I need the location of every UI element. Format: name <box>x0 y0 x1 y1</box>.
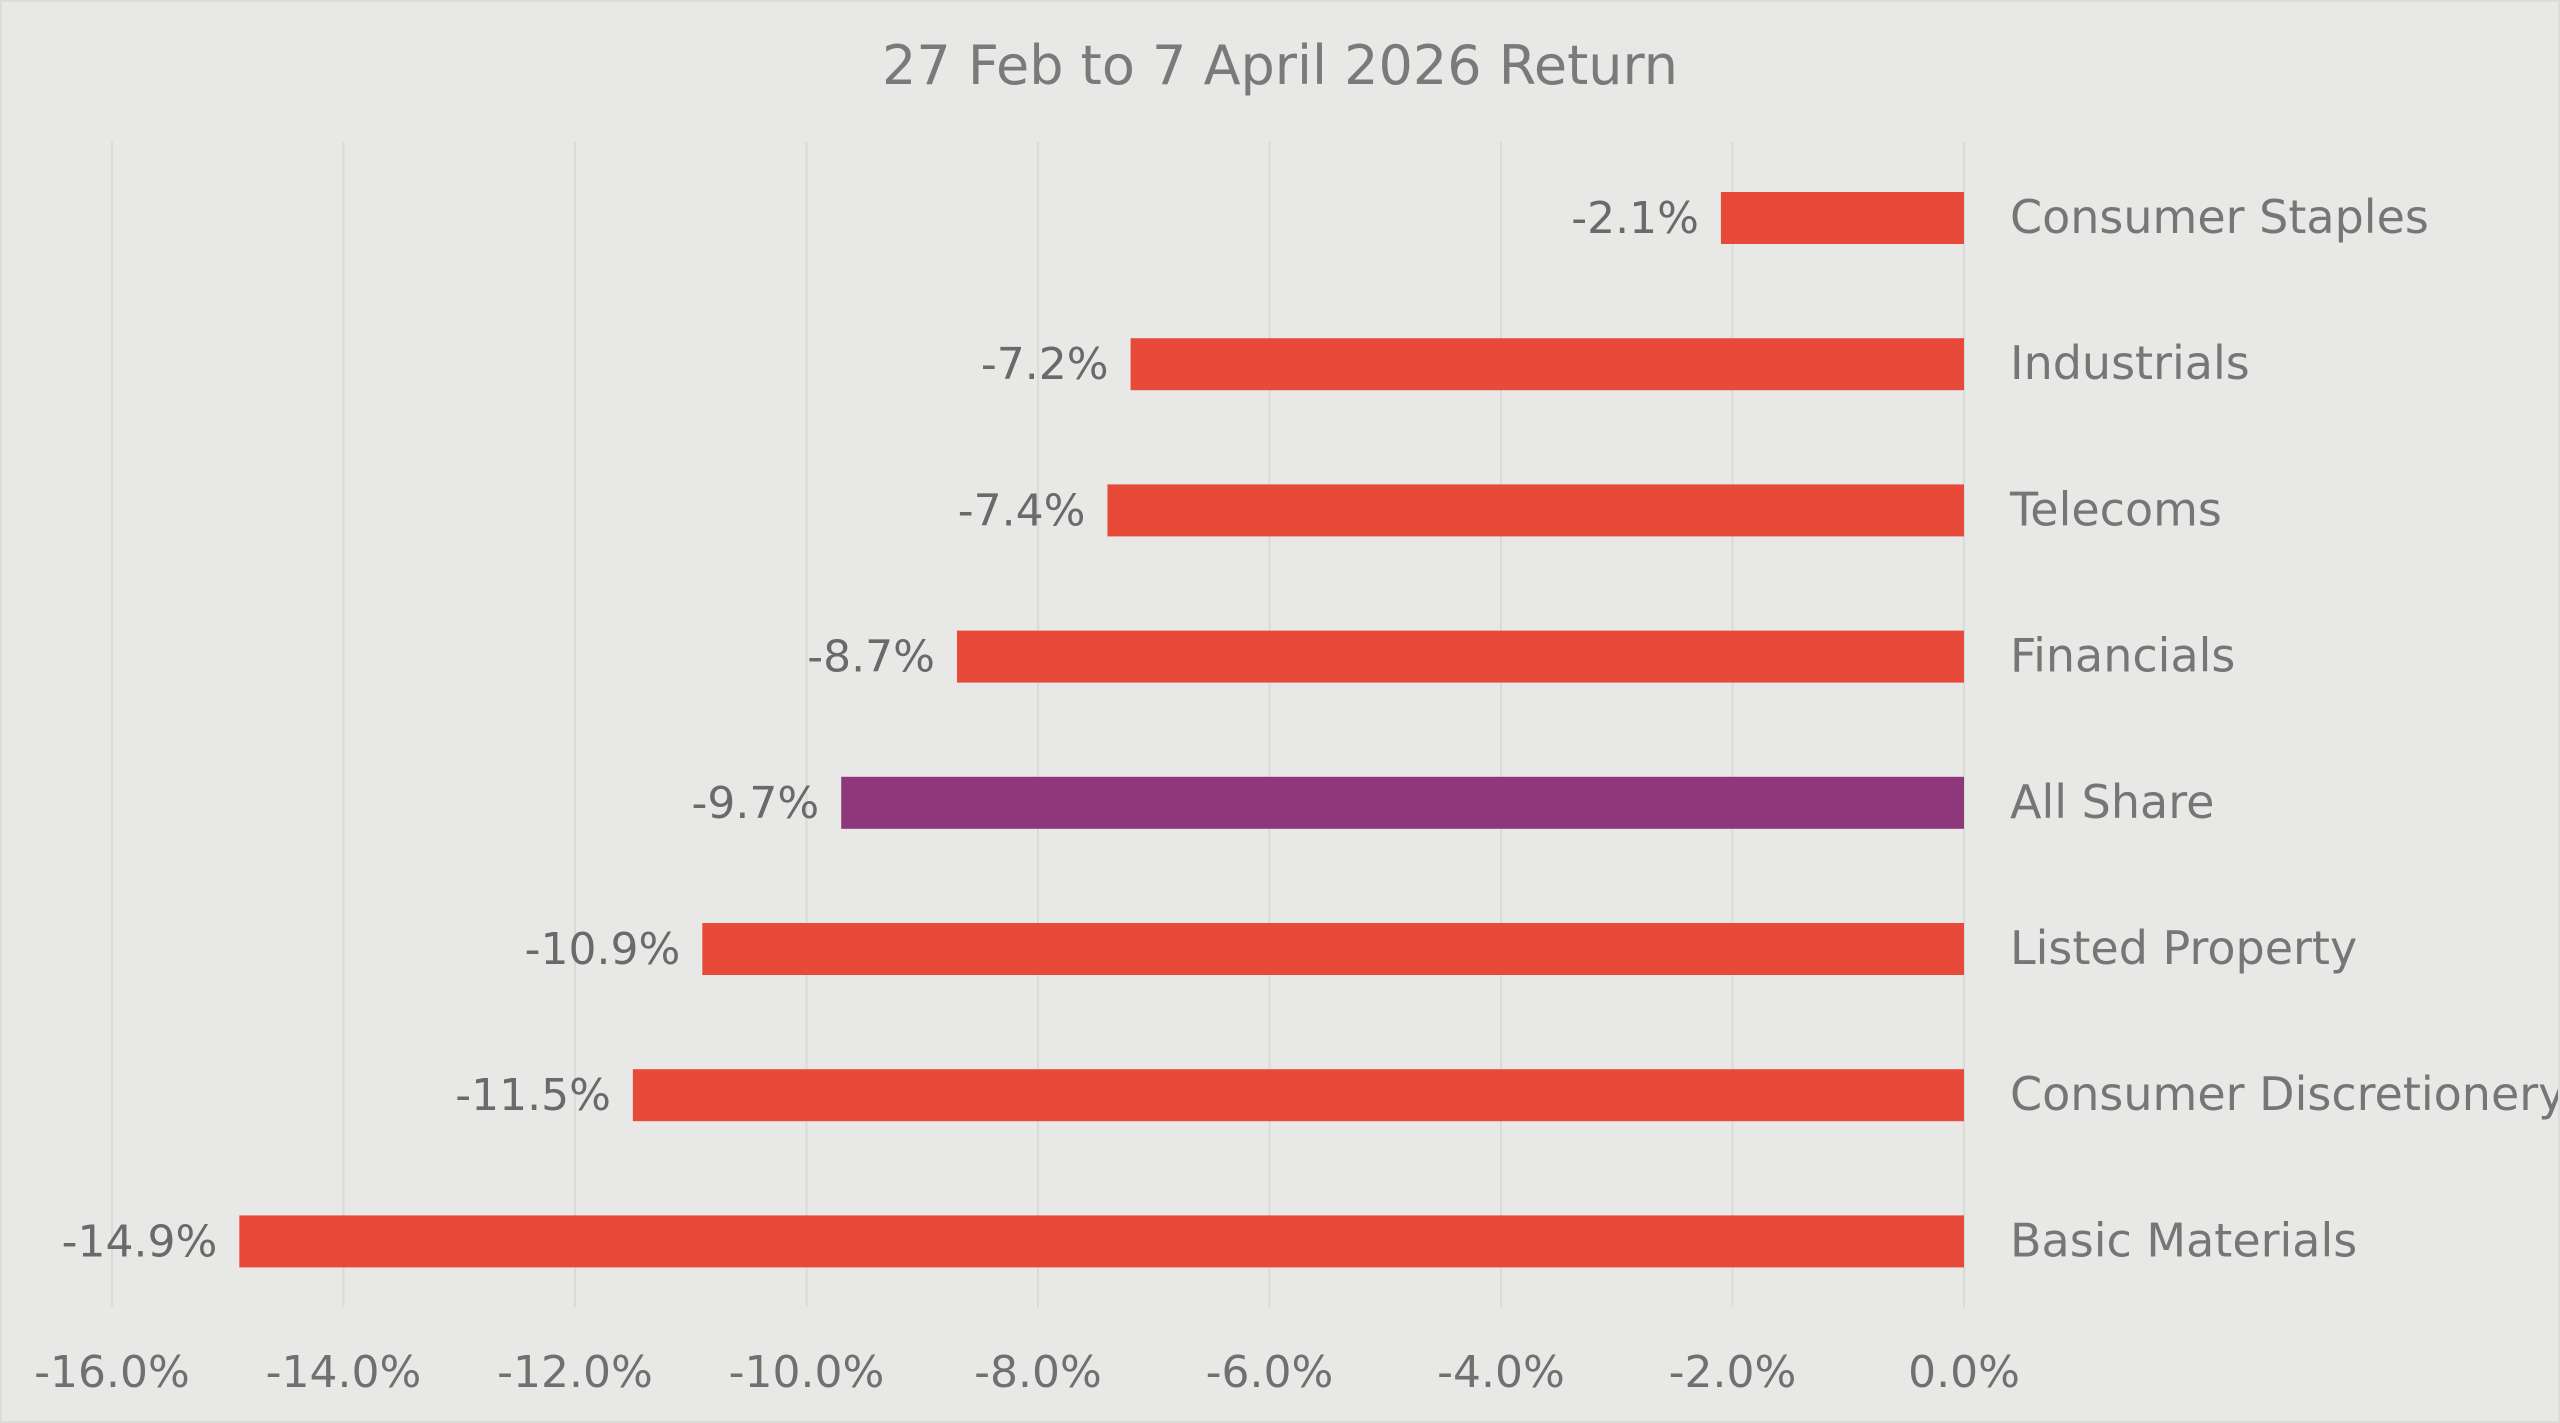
category-label: Telecoms <box>2009 482 2222 536</box>
data-label: -14.9% <box>62 1216 218 1267</box>
category-label: Basic Materials <box>2010 1213 2357 1267</box>
bar <box>239 1215 1965 1268</box>
category-label: Financials <box>2010 629 2235 683</box>
x-tick-label: -2.0% <box>1669 1347 1797 1398</box>
data-labels: -2.1% -7.2% -7.4% -8.7% -9.7% -10.9% -11.5% -14… <box>62 193 1699 1267</box>
x-tick-label: -4.0% <box>1437 1347 1565 1398</box>
bar <box>1130 338 1964 391</box>
gridlines <box>111 142 1965 1307</box>
category-label: Consumer Staples <box>2010 190 2429 244</box>
x-tick-label: -12.0% <box>497 1347 653 1398</box>
category-label: All Share <box>2010 775 2214 829</box>
bar <box>1107 484 1964 537</box>
x-tick-label: -10.0% <box>729 1347 885 1398</box>
data-label: -8.7% <box>807 632 935 683</box>
bar <box>841 776 1964 829</box>
data-label: -7.2% <box>981 339 1109 390</box>
data-label: -2.1% <box>1571 193 1699 244</box>
bar <box>702 923 1965 975</box>
category-label: Industrials <box>2010 336 2250 390</box>
bars <box>239 192 1965 1268</box>
data-label: -7.4% <box>958 485 1086 536</box>
data-label: -10.9% <box>525 924 681 975</box>
x-axis-tick-labels: -16.0% -14.0% -12.0% -10.0% -8.0% -6.0% -4.0% -… <box>34 1347 2020 1398</box>
bar <box>1720 192 1964 244</box>
x-tick-label: -8.0% <box>974 1347 1102 1398</box>
data-label: -11.5% <box>455 1070 611 1121</box>
x-tick-label: 0.0% <box>1908 1347 2020 1398</box>
bar <box>956 630 1964 683</box>
category-label: Consumer Discretionery <box>2010 1067 2558 1121</box>
data-label: -9.7% <box>692 778 820 829</box>
x-tick-label: -6.0% <box>1206 1347 1334 1398</box>
x-tick-label: -16.0% <box>34 1347 190 1398</box>
chart-title: 27 Feb to 7 April 2026 Return <box>882 34 1678 97</box>
category-label: Listed Property <box>2010 921 2357 975</box>
bar <box>632 1069 1964 1122</box>
x-tick-label: -14.0% <box>266 1347 422 1398</box>
category-labels: Consumer Staples Industrials Telecoms Finan… <box>2009 190 2558 1267</box>
